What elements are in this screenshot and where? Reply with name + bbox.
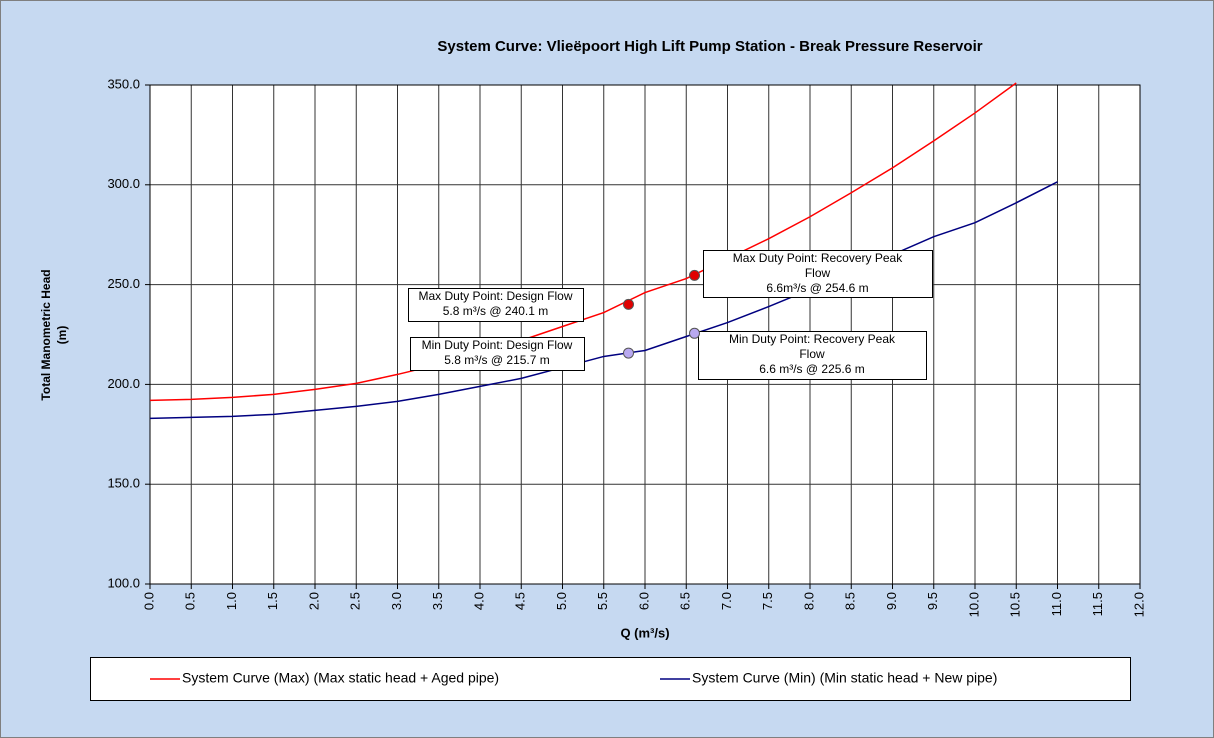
y-tick-label: 300.0	[107, 176, 140, 191]
x-tick-label: 5.0	[554, 592, 569, 610]
annotation-box	[698, 331, 927, 380]
y-axis-label: Total Manometric Head	[39, 269, 53, 400]
x-tick-label: 4.5	[513, 592, 528, 610]
x-tick-label: 4.0	[471, 592, 486, 610]
annotation-box	[410, 337, 585, 371]
annotation-text: Flow	[799, 347, 825, 361]
x-axis-label: Q (m³/s)	[620, 625, 669, 640]
plot-border	[149, 84, 1141, 585]
annotation-text: 5.8 m³/s @ 215.7 m	[444, 353, 550, 367]
x-tick-label: 2.5	[348, 592, 363, 610]
x-tick-label: 0.0	[141, 592, 156, 610]
y-tick-label: 100.0	[107, 575, 140, 590]
x-tick-label: 12.0	[1131, 592, 1146, 617]
x-tick-label: 6.0	[636, 592, 651, 610]
annotation-text: Min Duty Point: Design Flow	[422, 338, 573, 352]
x-tick-label: 3.0	[389, 592, 404, 610]
x-tick-label: 7.0	[719, 592, 734, 610]
x-tick-label: 9.0	[884, 592, 899, 610]
annotation-text: Flow	[805, 266, 831, 280]
x-tick-label: 1.5	[265, 592, 280, 610]
duty-point	[689, 269, 700, 281]
duty-point	[623, 347, 634, 359]
x-tick-label: 1.0	[224, 592, 239, 610]
duty-point	[689, 327, 700, 339]
y-tick-label: 350.0	[107, 76, 140, 91]
x-tick-label: 3.5	[430, 592, 445, 610]
duty-point	[623, 298, 634, 310]
x-tick-label: 10.5	[1008, 592, 1023, 617]
annotation-text: Max Duty Point: Design Flow	[418, 289, 572, 303]
x-tick-label: 10.0	[966, 592, 981, 617]
x-tick-label: 11.0	[1049, 592, 1064, 616]
x-tick-label: 2.0	[306, 592, 321, 610]
x-tick-label: 8.0	[801, 592, 816, 610]
legend-label: System Curve (Max) (Max static head + Ag…	[182, 670, 499, 686]
x-tick-label: 11.5	[1090, 592, 1105, 616]
annotation-text: 6.6m³/s @ 254.6 m	[766, 281, 868, 295]
annotation-text: Max Duty Point: Recovery Peak	[733, 251, 903, 265]
y-tick-label: 200.0	[107, 376, 140, 391]
annotation-text: 5.8 m³/s @ 240.1 m	[443, 304, 549, 318]
x-tick-label: 8.5	[843, 592, 858, 610]
chart-title: System Curve: Vlieëpoort High Lift Pump …	[437, 38, 982, 55]
legend-label: System Curve (Min) (Min static head + Ne…	[692, 670, 997, 686]
legend	[90, 657, 1131, 701]
annotation-box	[408, 288, 584, 322]
x-tick-label: 0.5	[183, 592, 198, 610]
annotation-text: Min Duty Point: Recovery Peak	[729, 332, 896, 346]
y-tick-label: 150.0	[107, 476, 140, 491]
annotation-text: 6.6 m³/s @ 225.6 m	[759, 362, 865, 376]
x-tick-label: 7.5	[760, 592, 775, 610]
x-tick-label: 6.5	[678, 592, 693, 610]
y-tick-label: 250.0	[107, 276, 140, 291]
x-tick-label: 5.5	[595, 592, 610, 610]
series-line	[149, 181, 1058, 420]
y-axis-label: (m)	[55, 326, 69, 345]
x-tick-label: 9.5	[925, 592, 940, 610]
annotation-box	[703, 250, 933, 298]
